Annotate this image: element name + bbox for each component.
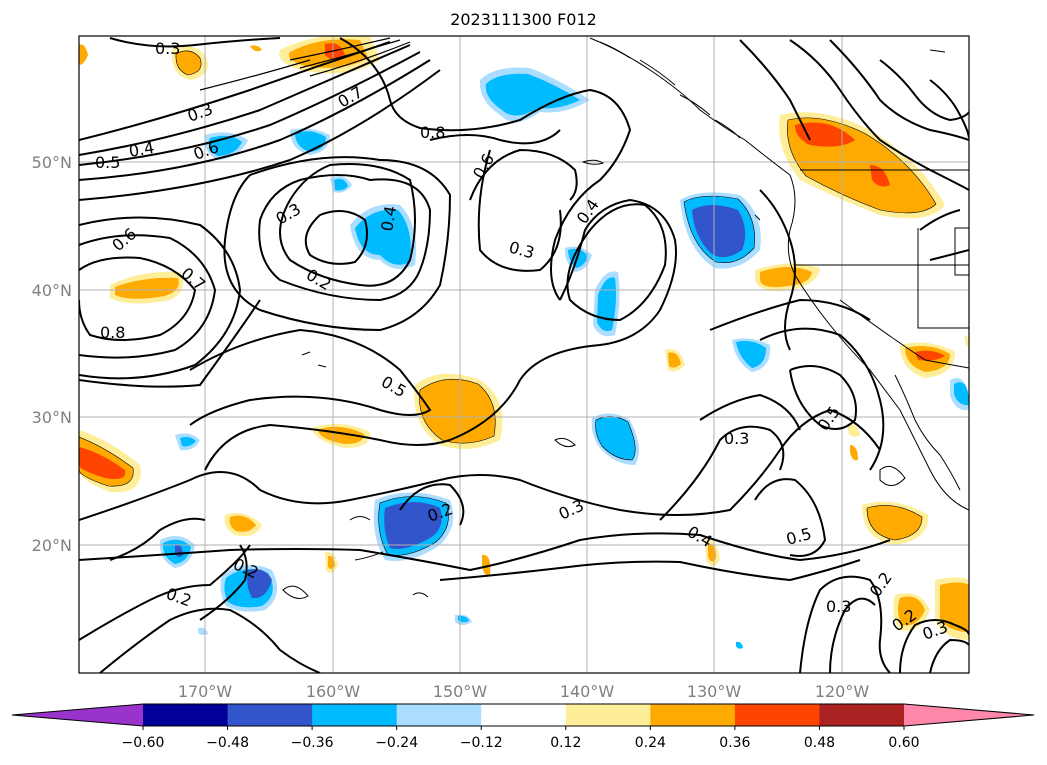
contour-label: 0.3 — [724, 429, 749, 448]
colorbar-segment — [143, 704, 229, 726]
colorbar-tick-label: −0.48 — [206, 735, 249, 751]
lon-label: 170°W — [178, 682, 233, 701]
contour-label: 0.3 — [155, 39, 180, 58]
lat-label: 30°N — [32, 408, 72, 427]
colorbar-tick-label: −0.24 — [375, 735, 418, 751]
contours — [79, 37, 969, 673]
cool-shading — [159, 67, 969, 649]
colorbar-tick-label: −0.60 — [122, 735, 165, 751]
colorbar-tick-label: 0.12 — [550, 735, 581, 751]
colorbar-tick-label: −0.36 — [291, 735, 334, 751]
contour-label: 0.4 — [127, 138, 155, 161]
colorbar-segment — [227, 704, 313, 726]
colorbar-tick-label: 0.60 — [888, 735, 919, 751]
colorbar-segment — [481, 704, 567, 726]
lat-label: 40°N — [32, 281, 72, 300]
map-title: 2023111300 F012 — [450, 10, 597, 29]
colorbar-segment — [565, 704, 651, 726]
colorbar-tick-label: 0.24 — [635, 735, 666, 751]
colorbar-extension-high — [904, 704, 1034, 726]
contour-label: 0.4 — [377, 204, 400, 232]
colorbar-tick-label: 0.36 — [719, 735, 750, 751]
longitude-labels: 170°W 160°W 150°W 140°W 130°W 120°W — [178, 682, 870, 701]
lon-label: 140°W — [560, 682, 615, 701]
latitude-labels: 50°N 40°N 30°N 20°N — [32, 153, 72, 555]
plot-frame — [78, 35, 970, 674]
contour-label: 0.3 — [826, 597, 851, 616]
lon-label: 120°W — [815, 682, 870, 701]
lat-label: 20°N — [32, 536, 72, 555]
colorbar: −0.60 −0.48 −0.36 −0.24 −0.12 0.12 0.24 0.36 0.4… — [11, 703, 1035, 751]
shading-outlines — [79, 50, 937, 556]
colorbar-extension-low — [12, 704, 143, 726]
contour-label: 0.8 — [420, 123, 445, 142]
colorbar-segment — [312, 704, 398, 726]
contour-label: 0.8 — [100, 323, 125, 342]
lat-label: 50°N — [32, 153, 72, 172]
colorbar-tick-label: −0.12 — [460, 735, 503, 751]
colorbar-segment — [396, 704, 482, 726]
colorbar-segment — [650, 704, 736, 726]
lon-label: 150°W — [433, 682, 488, 701]
coastlines — [282, 37, 969, 599]
lon-label: 130°W — [687, 682, 742, 701]
gridlines — [79, 36, 969, 673]
contour-label: 0.5 — [95, 153, 120, 172]
colorbar-segment — [734, 704, 820, 726]
colorbar-tick-label: 0.48 — [804, 735, 835, 751]
lon-label: 160°W — [306, 682, 361, 701]
colorbar-segment — [819, 704, 905, 726]
secondary-contours — [199, 37, 411, 91]
